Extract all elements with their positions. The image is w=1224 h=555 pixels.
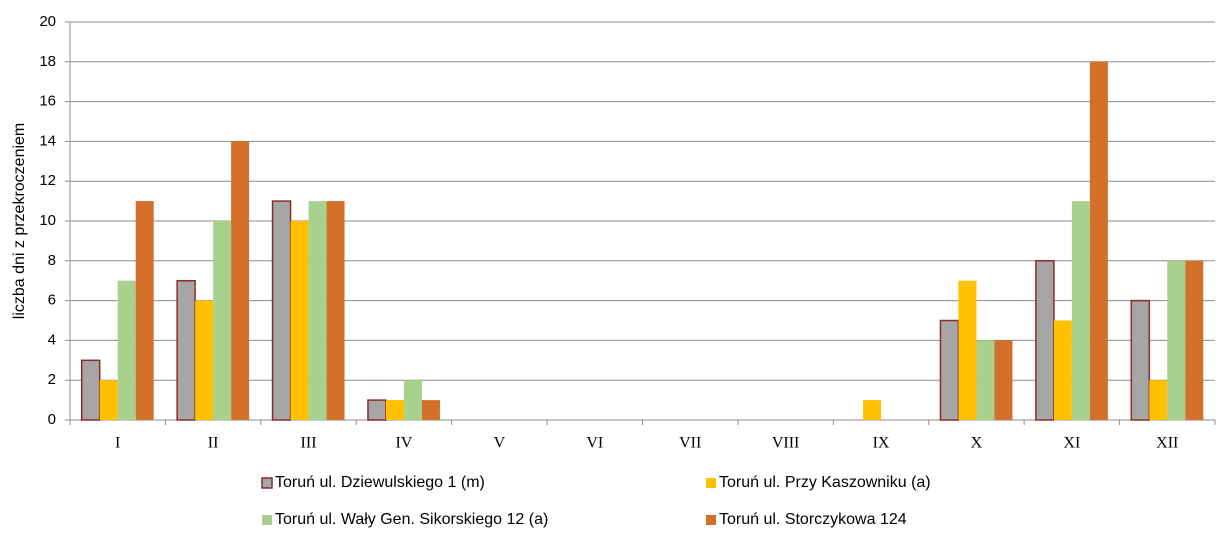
bar <box>213 221 232 420</box>
legend-label: Toruń ul. Wały Gen. Sikorskiego 12 (a) <box>275 511 548 528</box>
legend-label: Toruń ul. Storczykowa 124 <box>719 511 907 528</box>
bar <box>308 201 327 420</box>
y-tick-label: 14 <box>39 132 56 149</box>
bar <box>1071 201 1090 420</box>
x-tick-label: VIII <box>772 435 800 452</box>
y-tick-label: 8 <box>48 252 56 269</box>
bar <box>1185 260 1204 420</box>
y-tick-label: 18 <box>39 53 56 70</box>
bar <box>99 380 118 420</box>
legend-swatch <box>706 478 716 488</box>
bar <box>271 200 292 421</box>
legend-label: Toruń ul. Dziewulskiego 1 (m) <box>275 474 485 491</box>
bar <box>1053 320 1072 420</box>
y-tick-label: 10 <box>39 212 56 229</box>
x-tick-label: IV <box>396 435 413 452</box>
legend-swatch <box>262 515 272 525</box>
bar <box>385 400 404 420</box>
bar <box>231 141 250 420</box>
bar <box>80 359 101 421</box>
y-tick-label: 20 <box>39 13 56 30</box>
x-tick-label: IX <box>873 435 890 452</box>
bar <box>290 221 309 420</box>
bar <box>326 201 345 420</box>
x-tick-label: III <box>301 435 317 452</box>
y-tick-label: 2 <box>48 371 56 388</box>
x-tick-label: XI <box>1063 435 1080 452</box>
x-tick-label: X <box>971 435 983 452</box>
bar <box>421 400 440 420</box>
bar <box>135 201 154 420</box>
bar <box>863 400 882 420</box>
legend-swatch <box>706 515 716 525</box>
x-tick-label: II <box>208 435 219 452</box>
x-tick-label: VI <box>586 435 603 452</box>
x-tick-label: VII <box>679 435 701 452</box>
legend-label: Toruń ul. Przy Kaszowniku (a) <box>719 474 931 491</box>
bar <box>367 399 387 421</box>
bar <box>403 380 422 420</box>
y-tick-label: 16 <box>39 93 56 110</box>
bar <box>994 340 1013 420</box>
bar <box>1130 299 1151 421</box>
bar <box>117 280 136 420</box>
x-tick-label: XII <box>1156 435 1178 452</box>
y-tick-label: 6 <box>48 292 56 309</box>
bar <box>939 319 960 421</box>
x-tick-label: I <box>115 435 120 452</box>
y-tick-label: 12 <box>39 172 56 189</box>
bar <box>1167 260 1186 420</box>
bar <box>1035 260 1055 421</box>
bar <box>176 279 196 421</box>
y-tick-label: 0 <box>48 411 56 428</box>
y-tick-label: 4 <box>48 331 56 348</box>
legend-swatch <box>261 477 273 489</box>
x-tick-label: V <box>494 435 506 452</box>
bar <box>195 300 214 420</box>
bar <box>976 340 995 420</box>
bar <box>1149 380 1168 420</box>
y-axis-label: liczba dni z przekroczeniem <box>11 123 28 320</box>
bar <box>958 280 977 420</box>
bar <box>1089 61 1108 421</box>
